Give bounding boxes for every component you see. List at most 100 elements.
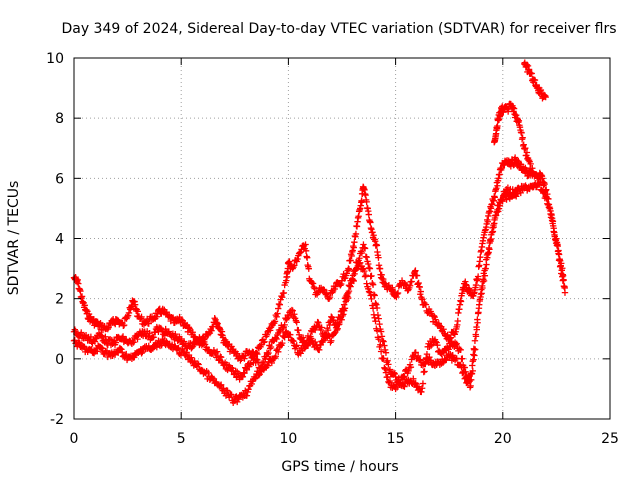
data-point-fill: [368, 272, 375, 280]
data-point-fill: [130, 339, 137, 346]
data-point-fill: [191, 341, 198, 348]
data-point-fill: [489, 228, 497, 235]
data-point-fill: [481, 272, 489, 279]
data-point: [295, 331, 303, 338]
data-point-fill: [553, 239, 561, 246]
data-point: [561, 289, 569, 296]
data-point-fill: [477, 290, 485, 298]
data-point-fill: [303, 254, 311, 261]
data-point-fill: [105, 324, 112, 331]
data-point-fill: [548, 210, 555, 218]
data-point-fill: [235, 396, 243, 403]
data-point-fill: [331, 330, 338, 337]
data-point-fill: [256, 371, 263, 378]
data-point-fill: [503, 196, 510, 203]
data-point-fill: [384, 373, 391, 381]
series-markers: [521, 59, 549, 102]
data-point-fill: [412, 380, 419, 387]
data-point-fill: [264, 362, 271, 369]
data-point-fill: [350, 244, 357, 251]
data-point-fill: [472, 333, 480, 340]
data-point-fill: [394, 290, 401, 298]
data-point: [555, 250, 562, 257]
data-point-fill: [372, 300, 379, 307]
data-point-fill: [371, 314, 378, 321]
data-point-fill: [358, 249, 366, 257]
data-point-fill: [406, 282, 414, 289]
data-point-fill: [112, 339, 120, 346]
data-point: [366, 289, 374, 296]
data-point-fill: [310, 283, 318, 291]
data-point-fill: [180, 338, 188, 345]
data-point-fill: [460, 369, 468, 377]
data-point-fill: [376, 320, 383, 328]
data-point-fill: [224, 387, 231, 395]
data-point-fill: [477, 254, 484, 261]
data-point-fill: [361, 267, 368, 275]
data-point: [514, 190, 522, 197]
data-point-fill: [88, 346, 95, 353]
data-point-fill: [484, 218, 491, 225]
data-point-fill: [201, 335, 209, 342]
data-point-fill: [474, 319, 481, 326]
data-point-fill: [540, 189, 547, 197]
data-point: [476, 301, 483, 308]
data-point-fill: [527, 160, 534, 168]
data-point-fill: [150, 334, 157, 341]
data-point: [315, 319, 322, 326]
data-point-fill: [87, 333, 95, 341]
data-point-fill: [416, 283, 423, 291]
data-point-fill: [432, 338, 439, 346]
data-point-fill: [373, 242, 381, 249]
data-point-fill: [478, 290, 485, 297]
data-point-fill: [163, 308, 170, 316]
data-point: [469, 367, 476, 375]
data-point-fill: [138, 313, 145, 321]
data-point-fill: [309, 280, 317, 287]
data-point-fill: [298, 246, 305, 253]
data-point-fill: [146, 329, 153, 337]
data-point-fill: [291, 311, 298, 318]
data-point-fill: [361, 273, 369, 280]
data-point: [340, 301, 348, 308]
y-tick-label: -2: [50, 412, 64, 428]
data-point-fill: [528, 70, 535, 77]
data-point-fill: [336, 316, 344, 323]
x-tick-label: 15: [387, 431, 405, 447]
data-point-fill: [98, 332, 105, 339]
data-point-fill: [393, 293, 400, 301]
data-point-fill: [305, 265, 312, 272]
data-point-fill: [320, 286, 327, 293]
data-point-fill: [245, 386, 252, 393]
data-point-fill: [390, 369, 398, 377]
data-point-fill: [134, 335, 141, 343]
data-point-fill: [447, 334, 455, 341]
data-point-fill: [363, 253, 370, 261]
data-point-fill: [275, 348, 282, 356]
data-point-fill: [255, 372, 263, 379]
data-point-fill: [522, 144, 529, 152]
data-point-fill: [557, 263, 564, 270]
data-point-fill: [352, 266, 359, 274]
data-point-fill: [545, 204, 553, 211]
chart-title: Day 349 of 2024, Sidereal Day-to-day VTE…: [61, 21, 616, 37]
data-point-fill: [191, 357, 198, 365]
data-point-fill: [118, 346, 125, 353]
data-point-fill: [419, 296, 426, 303]
data-point-fill: [479, 284, 486, 292]
data-point-fill: [365, 211, 372, 218]
data-point-fill: [75, 339, 83, 346]
data-point-fill: [370, 311, 378, 318]
data-point-fill: [381, 346, 389, 354]
data-point-fill: [440, 326, 447, 333]
data-point-fill: [326, 293, 334, 301]
data-point-fill: [434, 341, 441, 349]
data-point: [276, 301, 284, 308]
data-point-fill: [351, 238, 358, 246]
grid-lines: [74, 58, 610, 419]
data-point-fill: [472, 281, 480, 289]
data-point-fill: [380, 355, 387, 362]
data-point-fill: [339, 312, 346, 320]
data-point-fill: [119, 349, 126, 356]
